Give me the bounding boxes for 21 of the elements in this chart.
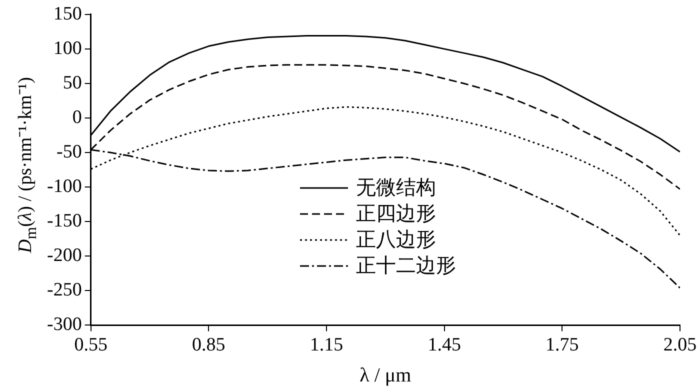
legend-label: 正十二边形 [356,254,456,279]
y-tick-label: -200 [47,245,82,266]
x-tick-label: 1.15 [310,334,344,356]
x-tick-label: 1.45 [428,334,461,356]
y-tick-label: 150 [53,3,82,24]
y-tick-label: -300 [47,314,82,336]
y-tick-label: 0 [72,106,82,128]
y-tick-label: 50 [62,72,82,94]
y-tick-label: -100 [47,176,82,198]
legend-label: 无微结构 [356,176,436,201]
y-tick-label: -150 [47,210,82,232]
x-axis-title: λ / μm [360,364,412,386]
y-tick-label: -250 [47,280,82,301]
x-tick-label: 2.05 [663,334,697,356]
y-tick-label: -50 [56,142,82,163]
y-tick-label: 100 [53,38,82,59]
x-tick-label: 0.85 [192,334,226,356]
x-tick-label: 1.75 [546,334,579,356]
legend-label: 正八边形 [356,228,436,253]
legend-label: 正四边形 [356,202,436,227]
x-tick-label: 0.55 [74,334,108,356]
